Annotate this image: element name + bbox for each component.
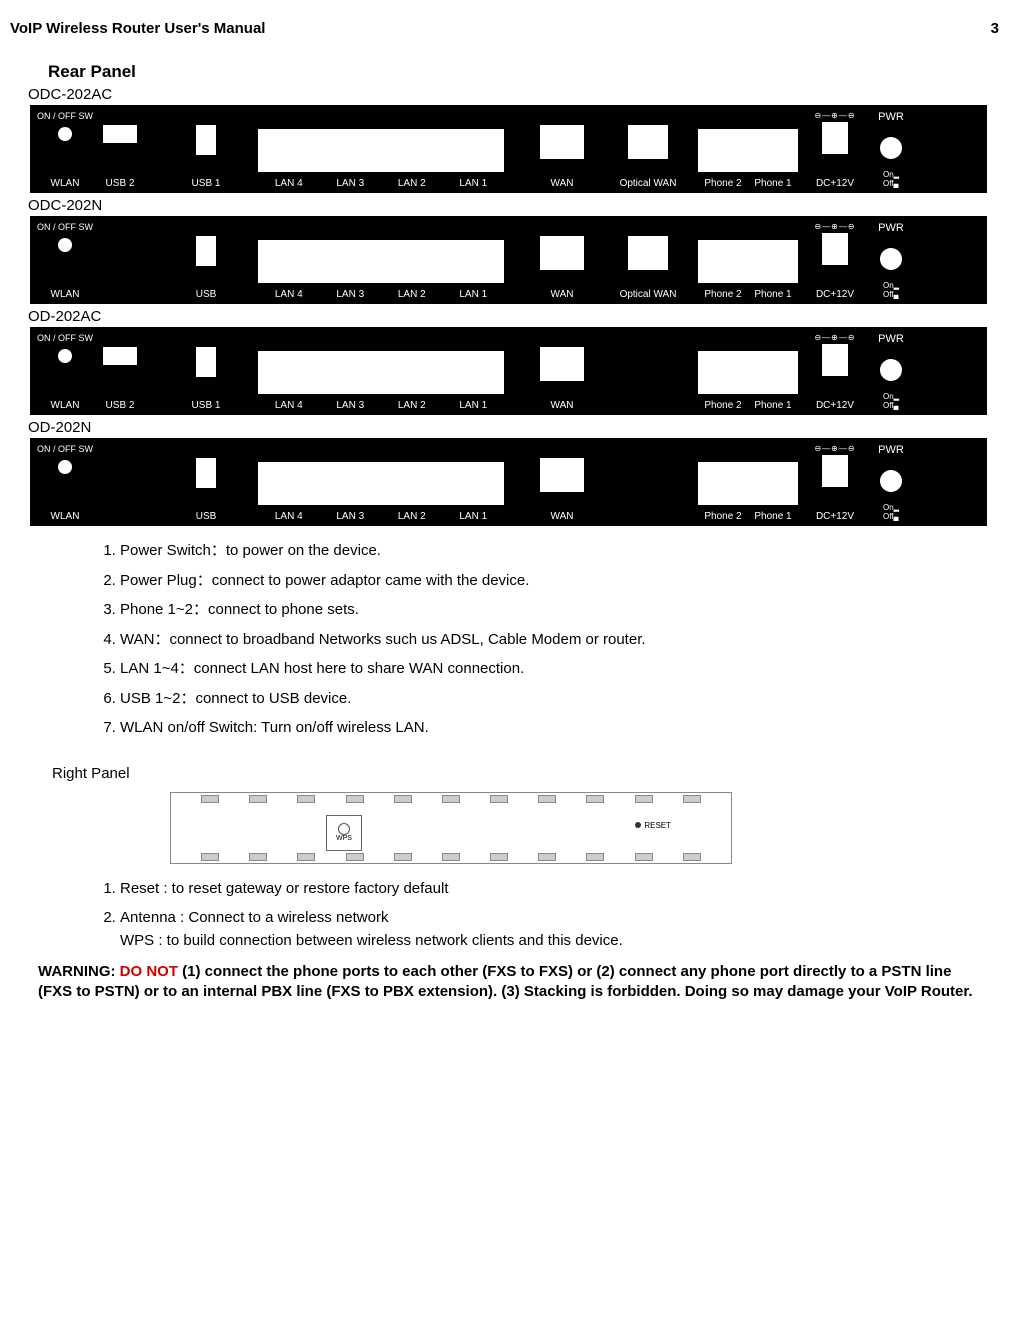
phone-ports xyxy=(698,462,798,505)
page-number: 3 xyxy=(991,20,999,37)
lan-ports xyxy=(258,129,504,172)
power-button xyxy=(880,137,902,159)
model-label: ODC-202N xyxy=(28,197,999,214)
model-label: OD-202AC xyxy=(28,308,999,325)
usb2-port xyxy=(103,125,137,143)
wan-port xyxy=(540,125,584,159)
warning-donot: DO NOT xyxy=(120,963,178,980)
list-item: WLAN on/off Switch: Turn on/off wireless… xyxy=(120,717,999,740)
lan-ports xyxy=(258,351,504,394)
optical-wan-port xyxy=(628,125,668,159)
power-button xyxy=(880,248,902,270)
rear-panel-list: Power Switch：to power on the device. Powe… xyxy=(120,540,999,740)
usb2-port xyxy=(103,347,137,365)
power-button xyxy=(880,359,902,381)
usb1-port xyxy=(196,125,216,155)
section-title-right: Right Panel xyxy=(52,765,999,782)
right-panel-diagram: WPS RESET xyxy=(170,792,732,864)
phone-ports xyxy=(698,351,798,394)
dc-jack xyxy=(822,122,848,154)
model-label: ODC-202AC xyxy=(28,86,999,103)
wlan-switch xyxy=(58,238,72,252)
dc-jack xyxy=(822,233,848,265)
warning-text: WARNING: DO NOT (1) connect the phone po… xyxy=(38,962,989,1003)
wlan-switch xyxy=(58,349,72,363)
usb1-port xyxy=(196,347,216,377)
usb1-port xyxy=(196,458,216,488)
wps-button: WPS xyxy=(326,815,362,851)
warning-prefix: WARNING: xyxy=(38,963,120,980)
usb1-port xyxy=(196,236,216,266)
doc-title: VoIP Wireless Router User's Manual xyxy=(10,20,265,37)
list-item: Power Plug：connect to power adaptor came… xyxy=(120,570,999,593)
rear-panel-diagram: ON / OFF SW WLAN USB LAN 4LAN 3LAN 2LAN … xyxy=(30,438,987,526)
optical-wan-port xyxy=(628,236,668,270)
list-item: USB 1~2：connect to USB device. xyxy=(120,688,999,711)
dc-jack xyxy=(822,344,848,376)
wlan-switch xyxy=(58,460,72,474)
phone-ports xyxy=(698,240,798,283)
reset-button: RESET xyxy=(635,821,671,830)
phone-ports xyxy=(698,129,798,172)
wan-port xyxy=(540,236,584,270)
wps-label: WPS xyxy=(336,835,352,842)
rear-panel-diagram: ON / OFF SW WLAN USB LAN 4LAN 3LAN 2LAN … xyxy=(30,216,987,304)
wlan-switch xyxy=(58,127,72,141)
lan-ports xyxy=(258,240,504,283)
power-button xyxy=(880,470,902,492)
rear-panel-diagram: ON / OFF SW WLAN USB 2 USB 1 LAN 4LAN 3L… xyxy=(30,105,987,193)
dc-jack xyxy=(822,455,848,487)
model-label: OD-202N xyxy=(28,419,999,436)
right-panel-list: Reset : to reset gateway or restore fact… xyxy=(120,878,999,953)
warning-rest: (1) connect the phone ports to each othe… xyxy=(38,963,973,1000)
rear-panel-diagram: ON / OFF SW WLAN USB 2 USB 1 LAN 4LAN 3L… xyxy=(30,327,987,415)
wan-port xyxy=(540,347,584,381)
list-item: Antenna : Connect to a wireless network … xyxy=(120,907,999,952)
wan-port xyxy=(540,458,584,492)
list-item: WAN：connect to broadband Networks such u… xyxy=(120,629,999,652)
list-item: LAN 1~4：connect LAN host here to share W… xyxy=(120,658,999,681)
list-item: Power Switch：to power on the device. xyxy=(120,540,999,563)
section-title-rear: Rear Panel xyxy=(48,62,999,82)
reset-label: RESET xyxy=(644,821,671,830)
list-item: Phone 1~2：connect to phone sets. xyxy=(120,599,999,622)
list-item: Reset : to reset gateway or restore fact… xyxy=(120,878,999,901)
lan-ports xyxy=(258,462,504,505)
